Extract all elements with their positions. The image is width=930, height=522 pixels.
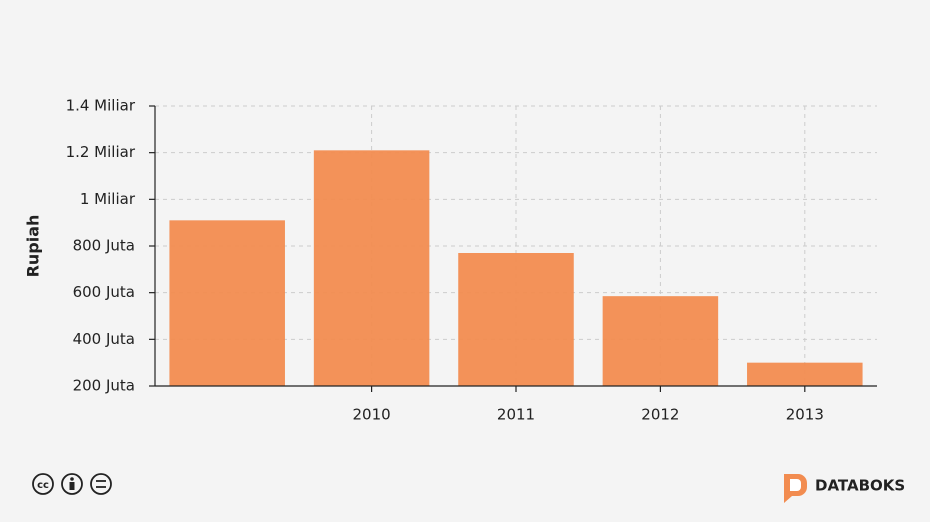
bar — [602, 296, 719, 386]
y-tick-label: 1.4 Miliar — [66, 97, 136, 115]
svg-text:cc: cc — [37, 480, 49, 491]
bar — [169, 220, 285, 386]
x-tick-label: 2011 — [497, 406, 535, 424]
y-tick-label: 200 Juta — [73, 377, 135, 395]
bar — [747, 362, 863, 386]
license-icons: cc — [32, 473, 112, 495]
y-tick-label: 1 Miliar — [80, 190, 136, 208]
bar — [313, 150, 430, 386]
brand-name: DATABOKS — [815, 477, 905, 495]
bar — [458, 253, 574, 386]
y-tick-label: 1.2 Miliar — [66, 143, 136, 161]
brand-logo — [784, 474, 807, 503]
y-axis-label: Rupiah — [24, 215, 43, 278]
y-tick-label: 400 Juta — [73, 330, 135, 348]
y-tick-label: 800 Juta — [73, 237, 135, 255]
x-tick-label: 2010 — [353, 406, 391, 424]
x-tick-label: 2012 — [641, 406, 679, 424]
y-tick-label: 600 Juta — [73, 283, 135, 301]
x-tick-label: 2013 — [786, 406, 824, 424]
